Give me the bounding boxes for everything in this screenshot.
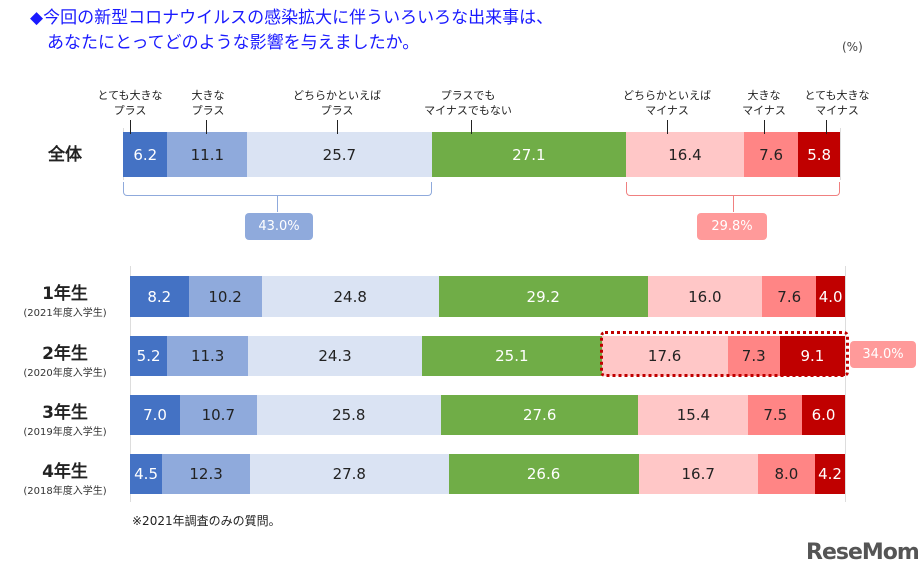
row-label: 1年生 (2021年度入学生) [6, 279, 124, 319]
bar-segment: 6.0 [802, 395, 845, 435]
plus-bracket-stem [277, 196, 279, 212]
bar-segment: 24.8 [261, 276, 439, 317]
row-label-main: 全体 [48, 145, 82, 165]
bar-segment: 5.8 [798, 132, 840, 177]
bar-segment: 9.1 [779, 336, 845, 376]
chart-title: ◆今回の新型コロナウイルスの感染拡大に伴ういろいろな出来事は、 あなたにとってど… [30, 8, 554, 53]
category-tick [764, 120, 765, 134]
bar-segment: 8.0 [757, 454, 815, 494]
unit-label: (%) [842, 40, 863, 54]
minus-total-badge: 29.8% [697, 213, 767, 240]
row-label: 4年生 (2018年度入学生) [6, 457, 124, 497]
axis-line-left [130, 266, 131, 502]
bar-segment: 8.2 [130, 276, 189, 317]
category-label: どちらかといえば マイナス [623, 89, 711, 117]
plus-bracket [123, 182, 432, 196]
bar-segment: 17.6 [601, 336, 728, 376]
bar-segment: 25.8 [256, 395, 442, 435]
category-tick [667, 120, 668, 134]
bar-segment: 25.7 [247, 132, 432, 177]
category-label: 大きな マイナス [742, 89, 786, 117]
bar-segment: 7.6 [762, 276, 817, 317]
row-label: 全体 [6, 140, 124, 165]
row-label-main: 2年生 [42, 344, 88, 364]
bar-segment: 10.2 [188, 276, 262, 317]
bar-segment: 25.1 [422, 336, 602, 376]
row-label-sub: (2020年度入学生) [23, 368, 107, 379]
bar-segment: 4.2 [815, 454, 845, 494]
bar-segment: 7.0 [130, 395, 181, 435]
category-label: 大きな プラス [191, 89, 225, 117]
axis-line-right [845, 266, 846, 502]
bar-segment: 29.2 [438, 276, 648, 317]
bar-segment: 11.3 [167, 336, 249, 376]
category-label: プラスでも マイナスでもない [424, 89, 512, 117]
row-label-main: 1年生 [42, 284, 88, 304]
row-label: 3年生 (2019年度入学生) [6, 398, 124, 438]
bar-segment: 5.2 [130, 336, 168, 376]
bar-segment: 12.3 [162, 454, 250, 494]
bar-segment: 7.3 [727, 336, 780, 376]
row-label-main: 3年生 [42, 403, 88, 423]
bar-segment: 16.7 [638, 454, 758, 494]
category-label: どちらかといえば プラス [293, 89, 381, 117]
category-tick [826, 120, 827, 134]
bar-segment: 11.1 [167, 132, 248, 177]
bar-segment: 27.8 [250, 454, 449, 494]
category-tick [337, 120, 338, 134]
row-label-sub: (2018年度入学生) [23, 486, 107, 497]
row-label-sub: (2019年度入学生) [23, 427, 107, 438]
highlight-box [599, 331, 849, 377]
category-tick [471, 120, 472, 134]
bar-segment: 15.4 [638, 395, 749, 435]
bar-segment: 6.2 [123, 132, 168, 177]
bar-segment: 4.5 [130, 454, 163, 494]
category-tick [206, 120, 207, 134]
bar-segment: 24.3 [248, 336, 422, 376]
category-label: とても大きな マイナス [804, 89, 870, 117]
category-tick [130, 120, 131, 134]
axis-line-top-right [840, 128, 841, 180]
row2-minus-total-badge: 34.0% [850, 341, 916, 368]
bar-segment: 26.6 [448, 454, 639, 494]
bar-segment: 27.6 [441, 395, 639, 435]
minus-bracket-stem [733, 196, 735, 212]
logo: ReseMom [806, 540, 918, 565]
bar-segment: 10.7 [180, 395, 257, 435]
row-label-sub: (2021年度入学生) [23, 308, 107, 319]
bar-segment: 16.4 [626, 132, 744, 177]
plus-total-badge: 43.0% [245, 213, 313, 240]
bar-segment: 7.6 [743, 132, 799, 177]
bar-segment: 7.5 [748, 395, 803, 435]
bar-segment: 16.0 [647, 276, 763, 317]
bar-segment: 27.1 [431, 132, 627, 177]
category-label: とても大きな プラス [97, 89, 163, 117]
row-label: 2年生 (2020年度入学生) [6, 339, 124, 379]
row-label-main: 4年生 [42, 462, 88, 482]
minus-bracket [626, 182, 840, 196]
footnote: ※2021年調査のみの質問。 [132, 514, 281, 528]
bar-segment: 4.0 [816, 276, 845, 317]
